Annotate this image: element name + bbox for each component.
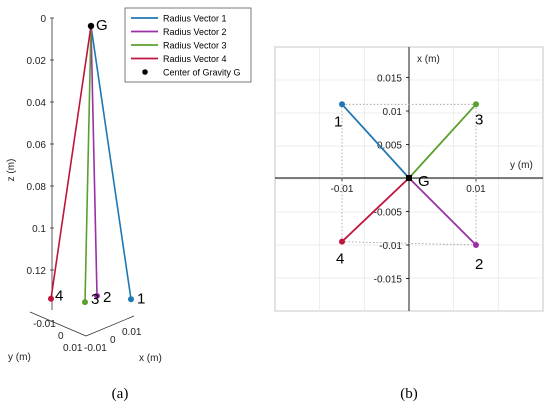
vertical-axis-label: x (m) bbox=[417, 54, 440, 65]
horizontal-axis-label: y (m) bbox=[510, 160, 533, 171]
radius-vectors-top: 1 2 3 4 bbox=[334, 101, 483, 273]
vertical-tick-label: 0.01 bbox=[383, 107, 403, 118]
z-tick-label: 0.04 bbox=[27, 98, 47, 109]
z-tick-label: 0.1 bbox=[32, 224, 46, 235]
z-axis-ticks: 0 0.02 0.04 0.06 0.08 0.1 0.12 bbox=[27, 14, 54, 277]
vertical-tick-label: 0.015 bbox=[377, 74, 402, 85]
horizontal-tick-label: -0.01 bbox=[331, 184, 354, 195]
x-base-axis-line bbox=[85, 315, 135, 337]
x-tick-label: 0 bbox=[110, 335, 116, 346]
z-tick-label: 0.08 bbox=[27, 182, 47, 193]
x-axis-ticks: -0.01 0 0.01 bbox=[84, 327, 142, 354]
x-tick-label: 0.01 bbox=[122, 327, 142, 338]
y-tick-label: 0 bbox=[58, 331, 64, 342]
caption-b: (b) bbox=[400, 386, 418, 402]
vector-end-point-3 bbox=[82, 299, 88, 306]
center-label: G bbox=[96, 17, 108, 34]
y-tick-label: 0.01 bbox=[63, 343, 83, 354]
legend-swatch bbox=[142, 69, 148, 75]
z-axis-label: z (m) bbox=[6, 159, 17, 182]
caption-a: (a) bbox=[112, 386, 129, 402]
vector-line-4 bbox=[341, 177, 410, 243]
vertical-tick-label: -0.01 bbox=[379, 241, 402, 252]
legend-entry: Radius Vector 2 bbox=[163, 27, 227, 37]
center-of-gravity-marker bbox=[406, 175, 412, 181]
vector-line-3 bbox=[408, 103, 477, 179]
vector-point-label: 3 bbox=[91, 291, 99, 308]
radius-vectors-3d: 1 23 4 bbox=[48, 25, 145, 308]
legend-entry: Center of Gravity G bbox=[163, 68, 241, 78]
guide-line bbox=[341, 241, 477, 246]
center-label: G bbox=[418, 173, 430, 190]
z-tick-label: 0 bbox=[40, 14, 46, 25]
x-axis-label: x (m) bbox=[139, 353, 162, 364]
vector-line-3 bbox=[84, 25, 92, 303]
vector-point-label: 1 bbox=[137, 290, 145, 307]
vector-end-point-4 bbox=[339, 238, 345, 245]
legend-entry: Radius Vector 4 bbox=[163, 54, 227, 64]
vector-point-label: 4 bbox=[336, 251, 344, 268]
projection-guides bbox=[341, 103, 477, 246]
vector-line-2 bbox=[408, 177, 477, 246]
center-of-gravity-marker bbox=[87, 22, 95, 30]
vector-end-point-3 bbox=[473, 101, 479, 108]
vertical-tick-label: 0.005 bbox=[377, 141, 402, 152]
legend-entry: Radius Vector 1 bbox=[163, 14, 227, 24]
z-tick-label: 0.06 bbox=[27, 140, 47, 151]
vector-point-label: 1 bbox=[334, 113, 342, 130]
legend: Radius Vector 1 Radius Vector 2 Radius Vec… bbox=[124, 7, 252, 83]
y-tick-label: -0.01 bbox=[33, 319, 56, 330]
vector-point-label: 4 bbox=[55, 288, 63, 305]
vertical-tick-label: -0.005 bbox=[374, 208, 403, 219]
vector-end-point-2 bbox=[94, 292, 100, 299]
vector-end-point-2 bbox=[473, 242, 479, 248]
y-axis-label: y (m) bbox=[8, 352, 31, 363]
z-tick-label: 0.12 bbox=[27, 266, 47, 277]
panel-a-3d-plot: 0 0.02 0.04 0.06 0.08 0.1 0.12 z (m) -0.01 0 0… bbox=[6, 7, 252, 402]
vector-end-point-1 bbox=[128, 296, 134, 303]
vector-line-1 bbox=[341, 103, 410, 179]
y-axis-ticks: -0.01 0 0.01 bbox=[33, 319, 83, 354]
vector-line-2 bbox=[90, 25, 98, 296]
vector-point-label: 2 bbox=[103, 289, 111, 306]
vector-point-label: 2 bbox=[475, 256, 483, 273]
vertical-tick-label: -0.015 bbox=[374, 275, 403, 286]
x-tick-label: -0.01 bbox=[84, 343, 107, 354]
vector-end-point-1 bbox=[339, 101, 345, 108]
vector-line-1 bbox=[90, 25, 132, 300]
vector-point-label: 3 bbox=[475, 111, 483, 128]
vector-line-4 bbox=[50, 25, 92, 299]
vector-end-point-4 bbox=[48, 295, 54, 302]
legend-entry: Radius Vector 3 bbox=[163, 41, 227, 51]
z-tick-label: 0.02 bbox=[27, 56, 47, 67]
y-base-axis-line bbox=[29, 311, 87, 337]
